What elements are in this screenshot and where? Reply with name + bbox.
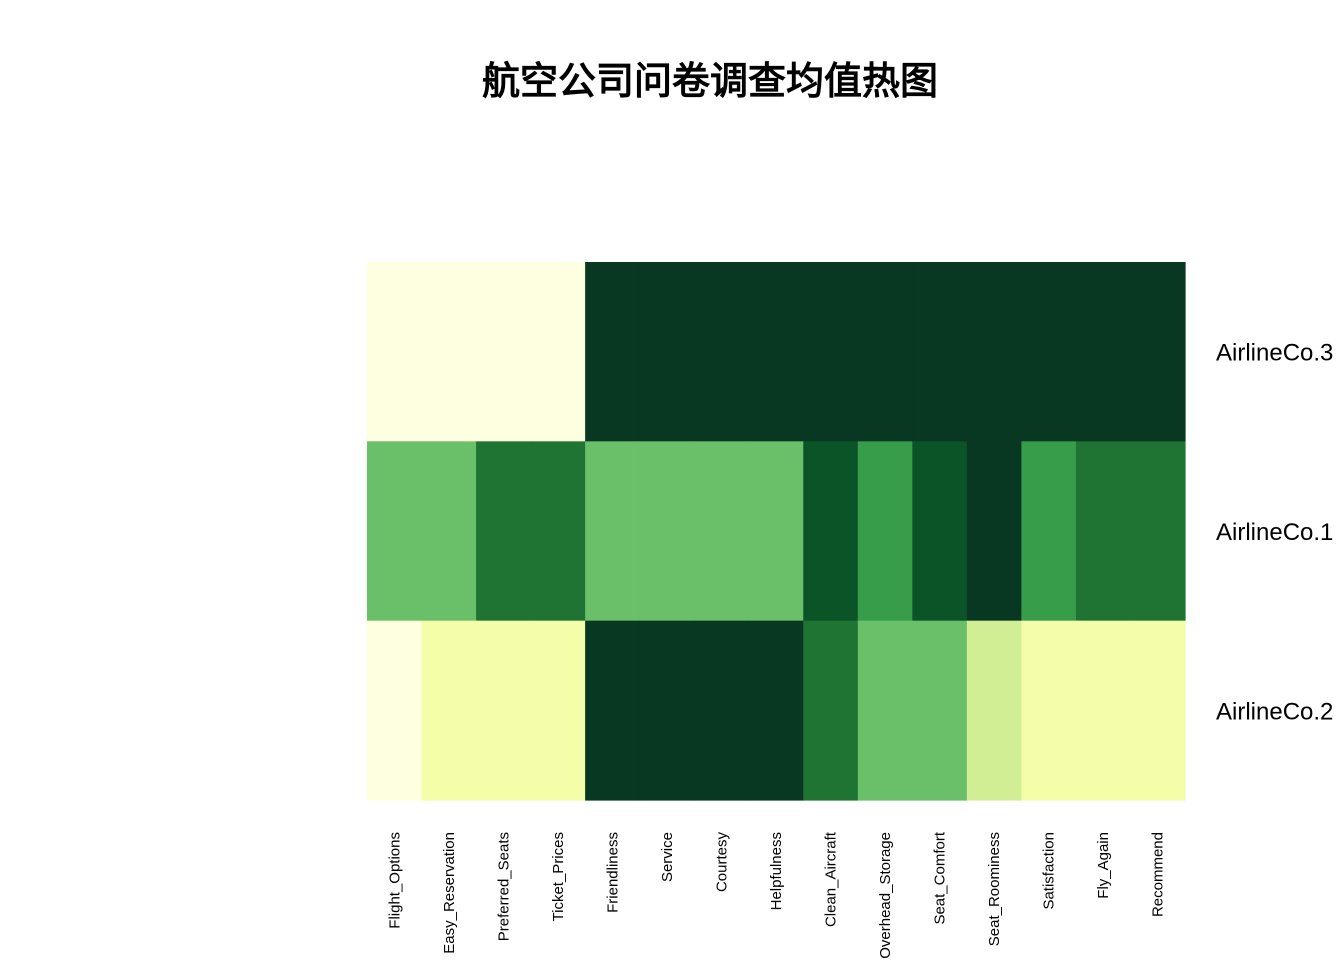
- row-label: AirlineCo.1: [1216, 519, 1333, 546]
- column-label: Recommend: [1150, 832, 1167, 917]
- heatmap-cell: [639, 441, 695, 622]
- heatmap-cell: [748, 262, 804, 442]
- heatmap-cell: [748, 620, 804, 801]
- column-labels: Flight_Options Easy_Reservation Preferred_…: [386, 831, 1166, 959]
- heatmap-cell: [476, 441, 532, 622]
- heatmap-cell: [1021, 620, 1077, 801]
- heatmap-cell: [1075, 441, 1132, 622]
- column-label: Ticket_Prices: [550, 832, 567, 921]
- heatmap-cell: [585, 262, 641, 442]
- heatmap-cell: [1075, 620, 1132, 801]
- heatmap-cell: [803, 441, 859, 622]
- column-label: Friendliness: [604, 832, 621, 913]
- heatmap-cell: [367, 441, 423, 622]
- heatmap-cell: [530, 441, 586, 622]
- heatmap-cell: [585, 441, 641, 622]
- column-label: Overhead_Storage: [877, 832, 894, 959]
- heatmap-cell: [803, 620, 859, 801]
- heatmap-cell: [639, 262, 695, 442]
- heatmap-cell: [476, 620, 532, 801]
- heatmap-cell: [694, 441, 750, 622]
- heatmap-cell: [530, 620, 586, 801]
- column-label: Easy_Reservation: [441, 832, 458, 954]
- column-label: Satisfaction: [1041, 832, 1058, 910]
- heatmap-cell: [367, 262, 423, 442]
- column-label: Clean_Aircraft: [823, 831, 840, 927]
- heatmap-cell: [694, 620, 750, 801]
- heatmap-cell: [694, 262, 750, 442]
- heatmap-cell: [421, 441, 477, 622]
- heatmap-cell: [912, 620, 968, 801]
- column-label: Helpfulness: [768, 832, 785, 910]
- row-label: AirlineCo.2: [1216, 698, 1333, 725]
- heatmap-cell: [421, 262, 477, 442]
- heatmap-cell: [367, 620, 423, 801]
- heatmap-cell: [857, 620, 913, 801]
- heatmap-cell: [1021, 262, 1077, 442]
- heatmap-cell: [639, 620, 695, 801]
- heatmap-cell: [1130, 262, 1186, 442]
- heatmap-cell: [476, 262, 532, 442]
- row-label: AirlineCo.3: [1216, 340, 1333, 367]
- heatmap-cell: [1021, 441, 1077, 622]
- heatmap-cell: [857, 441, 913, 622]
- heatmap-cell: [1075, 262, 1132, 442]
- heatmap-cell: [966, 441, 1022, 622]
- heatmap-cell: [530, 262, 586, 442]
- heatmap-cell: [421, 620, 477, 801]
- chart-title: 航空公司问卷调查均值热图: [482, 58, 938, 103]
- column-label: Seat_Roominess: [986, 832, 1003, 946]
- column-label: Seat_Comfort: [932, 831, 949, 924]
- column-label: Fly_Again: [1095, 832, 1112, 899]
- heatmap-cell: [803, 262, 859, 442]
- heatmap-cell: [912, 262, 968, 442]
- heatmap-cell: [1130, 441, 1186, 622]
- heatmap-cell: [966, 620, 1022, 801]
- column-label: Service: [659, 832, 676, 882]
- heatmap-cell: [748, 441, 804, 622]
- column-label: Flight_Options: [386, 832, 403, 929]
- heatmap-cell: [857, 262, 913, 442]
- heatmap-cell: [966, 262, 1022, 442]
- column-label: Courtesy: [713, 832, 730, 893]
- heatmap-cell: [912, 441, 968, 622]
- row-labels: AirlineCo.3 AirlineCo.1 AirlineCo.2: [1216, 340, 1333, 726]
- heatmap-cell: [585, 620, 641, 801]
- heatmap-cell: [1130, 620, 1186, 801]
- column-label: Preferred_Seats: [495, 832, 512, 941]
- heatmap-cells: [367, 262, 1186, 801]
